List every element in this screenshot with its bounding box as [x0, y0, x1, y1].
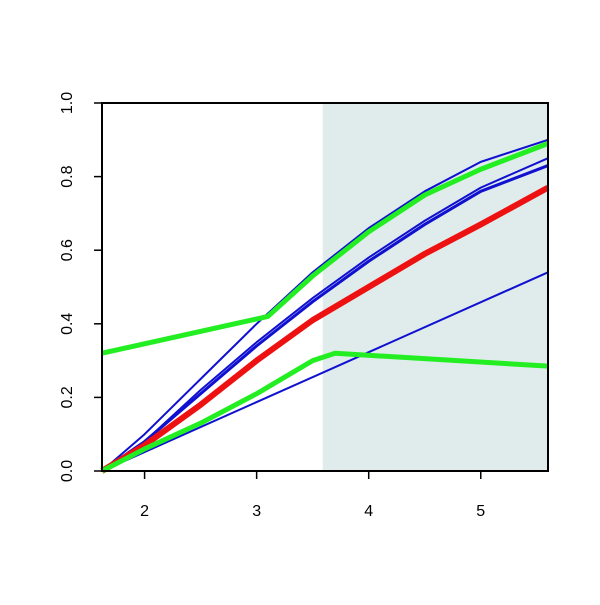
x-tick-label: 2 [140, 503, 149, 520]
shaded-region [322, 103, 548, 471]
x-tick-label: 5 [476, 503, 485, 520]
line-series [101, 271, 549, 472]
line-series [100, 350, 549, 474]
y-tick-label: 0.8 [59, 165, 76, 187]
y-tick-label: 0.2 [59, 386, 76, 408]
line-series [100, 185, 550, 474]
line-series [101, 164, 549, 473]
x-tick-label: 3 [252, 503, 261, 520]
x-tick-label: 4 [364, 503, 373, 520]
plot-frame [101, 102, 549, 472]
y-tick-label: 0.4 [59, 313, 76, 335]
line-series [101, 138, 549, 472]
y-tick-label: 1.0 [59, 92, 76, 114]
y-tick-label: 0.0 [59, 460, 76, 482]
y-tick-label: 0.6 [59, 239, 76, 261]
line-series [101, 141, 549, 356]
